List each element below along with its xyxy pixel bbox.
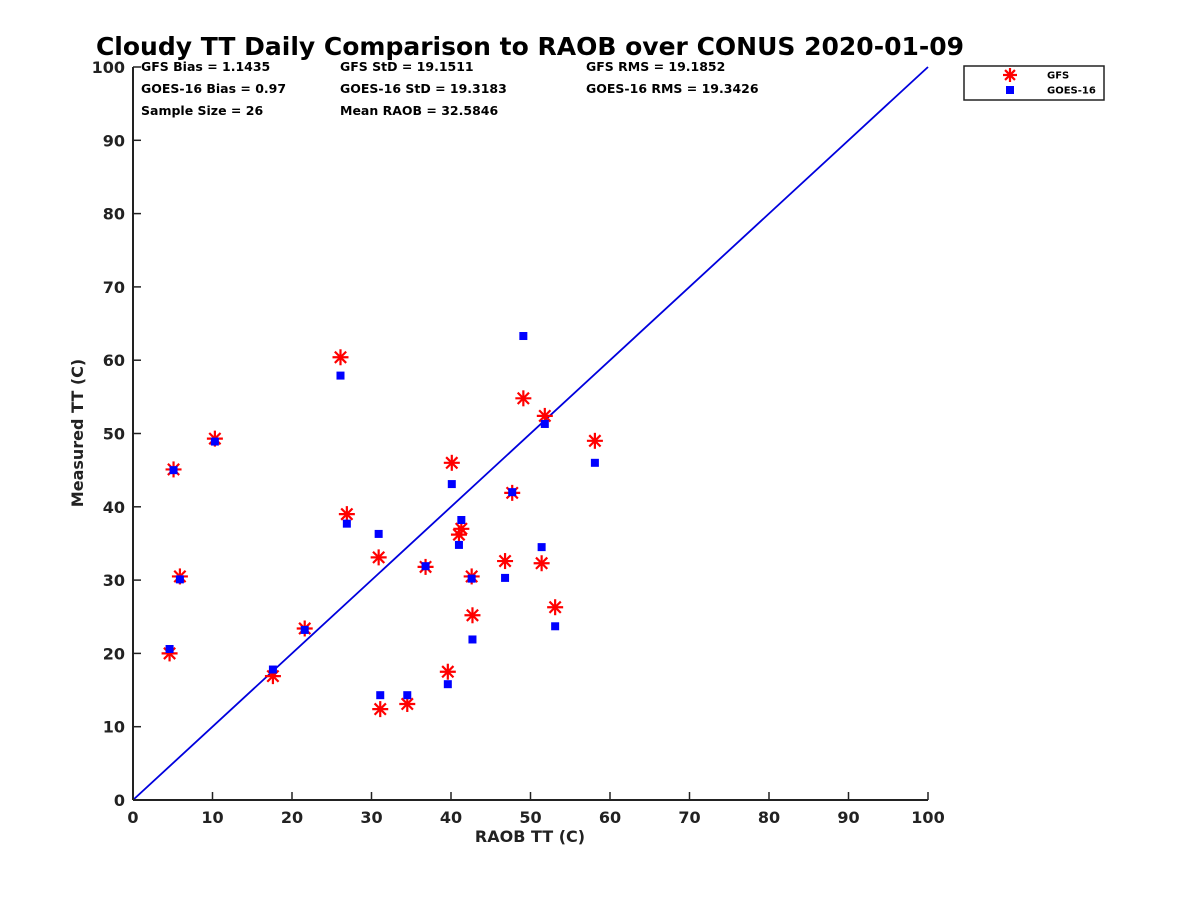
x-axis-label: RAOB TT (C) bbox=[475, 827, 585, 846]
gfs-point bbox=[464, 607, 481, 624]
gfs-point bbox=[370, 549, 387, 566]
goes16-point bbox=[169, 466, 178, 475]
y-tick-label: 40 bbox=[103, 498, 125, 517]
x-tick-label: 10 bbox=[201, 808, 223, 827]
y-axis-label: Measured TT (C) bbox=[68, 359, 87, 507]
stat-text: GFS RMS = 19.1852 bbox=[586, 59, 725, 74]
y-tick-label: 10 bbox=[103, 718, 125, 737]
x-axis-ticks: 0 10 20 30 40 50 60 70 80 90 100 bbox=[127, 792, 945, 827]
goes16-point bbox=[468, 635, 477, 644]
gfs-point bbox=[515, 390, 532, 407]
goes16-point bbox=[508, 488, 517, 497]
series-goes-16 bbox=[165, 332, 599, 700]
x-tick-label: 0 bbox=[127, 808, 138, 827]
x-tick-label: 40 bbox=[440, 808, 462, 827]
gfs-point bbox=[533, 555, 550, 572]
y-axis-ticks: 0 10 20 30 40 50 60 70 80 90 100 bbox=[92, 58, 141, 810]
identity-line bbox=[132, 66, 929, 801]
goes16-point bbox=[454, 540, 463, 549]
legend-label: GFS bbox=[1047, 71, 1069, 82]
y-tick-label: 80 bbox=[103, 205, 125, 224]
stat-text: GOES-16 Bias = 0.97 bbox=[141, 81, 286, 96]
y-tick-label: 90 bbox=[103, 131, 125, 150]
gfs-point bbox=[497, 553, 514, 570]
legend-marker-goes16 bbox=[1006, 86, 1014, 94]
y-tick-label: 0 bbox=[114, 791, 125, 810]
stat-text: Mean RAOB = 32.5846 bbox=[340, 103, 498, 118]
chart-title: Cloudy TT Daily Comparison to RAOB over … bbox=[96, 32, 964, 61]
goes16-point bbox=[443, 680, 452, 689]
gfs-point bbox=[453, 520, 470, 537]
goes16-point bbox=[501, 573, 510, 582]
x-tick-label: 60 bbox=[599, 808, 621, 827]
goes16-point bbox=[376, 691, 385, 700]
x-tick-label: 20 bbox=[281, 808, 303, 827]
goes16-point bbox=[551, 622, 560, 631]
gfs-point bbox=[443, 454, 460, 471]
data-points bbox=[161, 332, 603, 718]
y-tick-label: 50 bbox=[103, 425, 125, 444]
goes16-point bbox=[447, 480, 456, 489]
stat-text: GFS StD = 19.1511 bbox=[340, 59, 474, 74]
x-tick-label: 90 bbox=[837, 808, 859, 827]
goes16-point bbox=[403, 691, 412, 700]
x-tick-label: 70 bbox=[678, 808, 700, 827]
x-tick-label: 80 bbox=[758, 808, 780, 827]
goes16-point bbox=[268, 665, 277, 674]
goes16-point bbox=[374, 529, 383, 538]
y-tick-label: 100 bbox=[92, 58, 125, 77]
goes16-point bbox=[336, 371, 345, 380]
goes16-point bbox=[300, 625, 309, 634]
x-tick-label: 100 bbox=[911, 808, 944, 827]
legend: GFS GOES-16 bbox=[963, 65, 1105, 101]
goes16-point bbox=[537, 543, 546, 552]
stat-text: GOES-16 StD = 19.3183 bbox=[340, 81, 507, 96]
x-tick-label: 50 bbox=[519, 808, 541, 827]
stat-text: GOES-16 RMS = 19.3426 bbox=[586, 81, 759, 96]
stat-text: Sample Size = 26 bbox=[141, 103, 263, 118]
gfs-point bbox=[332, 349, 349, 366]
stats-block: GFS Bias = 1.1435 GFS StD = 19.1511 GFS RM… bbox=[141, 59, 759, 118]
goes16-point bbox=[467, 574, 476, 583]
goes16-point bbox=[165, 645, 174, 654]
y-tick-label: 70 bbox=[103, 278, 125, 297]
goes16-point bbox=[342, 519, 351, 528]
goes16-point bbox=[590, 458, 599, 467]
gfs-point bbox=[586, 432, 603, 449]
goes16-point bbox=[457, 515, 466, 524]
y-tick-label: 30 bbox=[103, 571, 125, 590]
legend-label: GOES-16 bbox=[1047, 86, 1096, 97]
gfs-point bbox=[439, 663, 456, 680]
gfs-point bbox=[338, 506, 355, 523]
gfs-point bbox=[372, 701, 389, 718]
reference-line bbox=[132, 66, 929, 801]
goes16-point bbox=[540, 419, 549, 428]
y-tick-label: 20 bbox=[103, 644, 125, 663]
legend-box bbox=[963, 65, 1105, 101]
goes16-point bbox=[519, 332, 528, 341]
goes16-point bbox=[421, 562, 430, 571]
goes16-point bbox=[210, 437, 219, 446]
gfs-point bbox=[547, 599, 564, 616]
legend-marker-gfs bbox=[1003, 68, 1017, 82]
goes16-point bbox=[175, 575, 184, 584]
y-tick-label: 60 bbox=[103, 351, 125, 370]
stat-text: GFS Bias = 1.1435 bbox=[141, 59, 270, 74]
x-tick-label: 30 bbox=[360, 808, 382, 827]
